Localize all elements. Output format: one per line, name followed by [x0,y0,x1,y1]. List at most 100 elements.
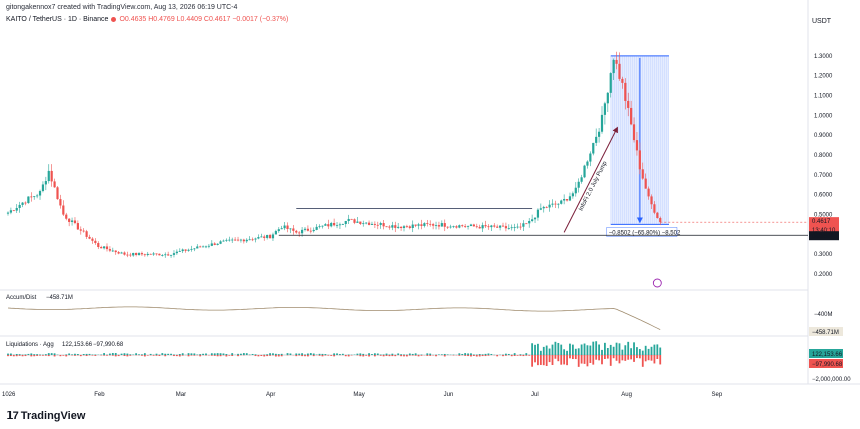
liq-long-bar [202,353,204,355]
candle-body [493,225,496,227]
liq-long-bar [135,353,138,355]
pump-arrow-label: InfoFi 2.0 July Pump [578,160,608,212]
candle-body [554,203,557,205]
candle-body [472,224,475,227]
liq-short-bar [487,355,490,356]
candle-body [181,249,184,252]
liq-long-bar [478,354,481,355]
event-icon [652,278,662,288]
liq-long-bar [15,353,18,355]
candle-body [365,222,368,224]
candle-body [455,226,458,228]
liq-short-bar [548,355,551,363]
liq-long-bar [391,353,394,355]
liq-short-bar [47,355,50,357]
liq-long-bar [440,354,443,355]
liq-short-bar [106,355,108,356]
liq-short-bar [537,355,539,366]
liq-long-bar [219,353,222,355]
liq-short-bar [606,355,609,359]
liq-short-tag-text: −97,990.68 [812,362,843,368]
liq-long-tag [809,349,843,358]
liq-long-bar [609,344,612,355]
liq-long-bar [537,343,539,355]
candle-body [266,234,269,238]
symbol-name[interactable]: KAITO / TetherUS · 1D · Binance [6,16,109,23]
candle-body [638,150,641,170]
price-tick-label: 0.4000 [814,232,833,238]
liq-long-bar [161,353,164,355]
liq-long-bar [563,349,566,355]
liq-short-bar [598,355,600,361]
liq-short-bar [435,355,437,357]
time-tick-label: Sep [712,392,723,398]
candle-body [271,234,275,239]
liq-short-bar [470,355,472,357]
liq-long-bar [467,353,469,355]
liq-short-bar [44,355,47,356]
liq-long-bar [586,345,589,355]
liq-axis-tick: −2,000,000.00 [812,377,851,383]
candle-body [152,253,155,255]
candle-body [30,196,33,198]
candle-body [239,239,243,241]
liq-long-bar [231,353,234,355]
liq-long-bar [615,342,618,355]
candle-body [373,223,376,225]
candle-body [62,205,65,215]
candle-body [504,226,508,229]
liq-long-bar [237,353,239,355]
candle-body [327,224,330,227]
liq-long-bar [298,353,301,355]
liq-long-bar [481,354,484,355]
liq-long-bar [274,353,277,355]
liq-short-bar [344,355,347,357]
liq-short-bar [406,355,408,357]
liq-long-bar [426,353,429,355]
liq-short-bar [117,355,120,357]
liq-short-bar [24,355,27,357]
liq-short-bar [359,355,362,357]
market-status-dot [111,16,117,22]
candle-body [303,228,307,230]
candle-body [190,248,193,250]
liq-short-bar [604,355,606,359]
liq-long-bar [385,353,388,355]
liq-short-bar [571,355,574,360]
liq-short-bar [580,355,583,364]
candle-body [507,228,510,229]
liq-long-bar [324,354,327,355]
candle-body [475,226,478,228]
liq-short-tag [809,359,843,368]
tradingview-logo[interactable]: 𝟭7 TradingView [6,409,85,422]
candle-body [102,246,106,249]
liq-short-bar [394,355,397,357]
candle-body [426,223,429,224]
liq-long-bar [114,353,117,355]
candle-body [114,250,117,253]
candle-body [461,225,464,227]
candle-body [324,224,327,226]
liq-long-bar [333,353,336,355]
liq-long-bar [604,342,606,355]
candle-body [315,226,318,230]
liq-long-bar [400,354,402,355]
price-tick-label: 0.7000 [814,173,833,179]
liq-long-bar [458,353,461,355]
candle-body [519,226,522,228]
liq-short-bar [74,355,76,356]
candle-body [204,246,208,248]
candle-body [24,202,27,204]
liq-short-bar [403,355,405,357]
liq-short-bar [178,355,181,357]
candle-body [312,229,315,232]
liq-short-bar [467,355,469,357]
candle-body [551,203,554,205]
liq-long-bar [167,353,170,355]
liq-short-bar [516,355,519,356]
liq-long-bar [382,354,385,355]
liq-short-bar [79,355,82,357]
liq-long-bar [551,344,554,355]
candle-body [38,191,42,196]
